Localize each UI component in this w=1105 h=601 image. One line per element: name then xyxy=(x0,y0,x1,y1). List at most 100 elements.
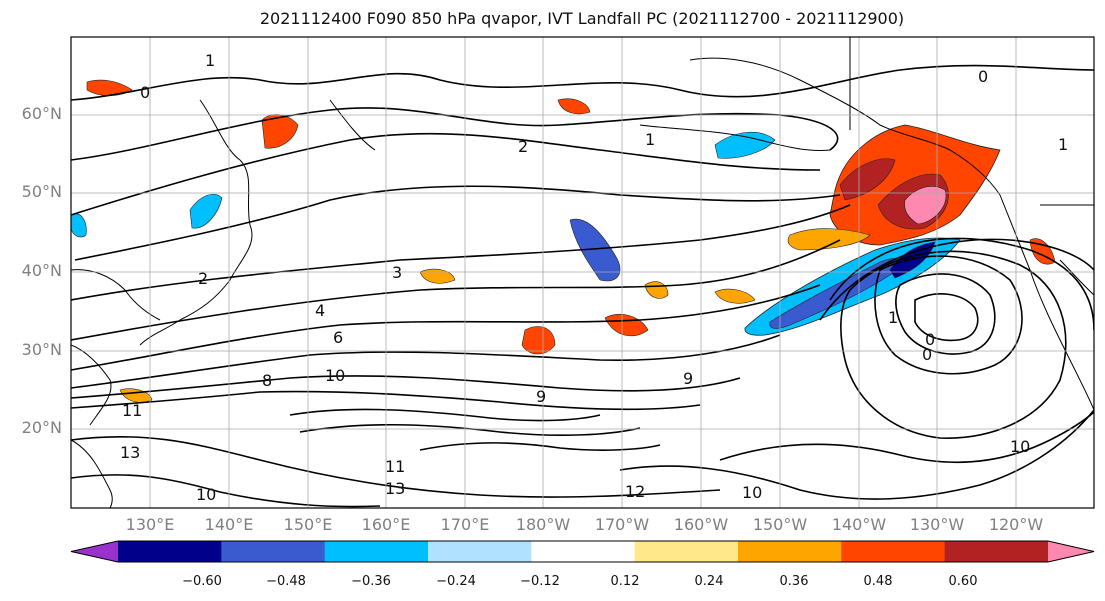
colorbar-outline xyxy=(70,540,1095,563)
lat-label-30n: 30°N xyxy=(21,340,62,359)
ivt-contour-line xyxy=(419,442,661,451)
contour-label-layer: 1 0 1 2 1 0 2 3 4 6 8 10 11 9 9 11 13 12… xyxy=(120,51,1068,504)
contour-label: 4 xyxy=(315,301,325,320)
ivt-contour-line xyxy=(619,409,1094,500)
colorbar-segment xyxy=(531,541,636,562)
ivt-contour-line xyxy=(71,334,781,389)
contour-label: 9 xyxy=(536,387,546,406)
contour-label: 1 xyxy=(205,51,215,70)
coastline xyxy=(71,439,113,508)
colorbar-segment xyxy=(118,541,222,562)
contour-label: 9 xyxy=(683,369,693,388)
contour-label: 10 xyxy=(325,366,345,385)
contour-label: 1 xyxy=(1058,135,1068,154)
lon-label: 170°W xyxy=(594,515,650,534)
contour-label: 3 xyxy=(392,263,402,282)
coastline xyxy=(999,194,1094,411)
map-frame xyxy=(70,36,1095,509)
contour-label: 10 xyxy=(742,483,762,502)
lat-label-60n: 60°N xyxy=(21,104,62,123)
colorbar-segment xyxy=(71,541,118,562)
graticule xyxy=(71,37,1094,508)
ivt-contour-line xyxy=(874,255,1023,375)
colorbar-segment xyxy=(324,541,429,562)
positive-anomaly-patch xyxy=(714,288,756,304)
positive-anomaly-patch xyxy=(787,228,871,251)
ivt-contour-line xyxy=(829,237,1094,331)
positive-anomaly-patch xyxy=(521,326,556,355)
positive-anomaly-patch xyxy=(86,79,133,96)
colorbar-tick-label: 0.24 xyxy=(694,574,724,589)
colorbar-tick-label: 0.36 xyxy=(779,574,809,589)
contour-label: 12 xyxy=(625,482,645,501)
contour-label: 0 xyxy=(140,83,150,102)
contour-label: 0 xyxy=(978,67,988,86)
contour-label: 13 xyxy=(120,443,140,462)
lon-label: 170°E xyxy=(440,515,490,534)
contour-label: 1 xyxy=(645,130,655,149)
colorbar-segment xyxy=(221,541,326,562)
ivt-contour-line xyxy=(71,204,851,301)
lon-label: 160°W xyxy=(673,515,729,534)
ivt-contour-line xyxy=(74,185,841,261)
colorbar-tick-label: 0.48 xyxy=(863,574,893,589)
contour-label: 2 xyxy=(198,269,208,288)
coastline xyxy=(71,344,112,426)
ivt-contour-line xyxy=(71,107,839,161)
colorbar-tick-label: −0.24 xyxy=(436,574,476,589)
colorbar-segment xyxy=(841,541,946,562)
coastline xyxy=(139,99,253,346)
colorbar-tick-label: 0.60 xyxy=(948,574,978,589)
colorbar-segment xyxy=(1048,541,1094,562)
ivt-contour-line xyxy=(289,408,601,422)
colorbar-segment xyxy=(428,541,532,562)
ivt-contour-line xyxy=(299,423,641,436)
colorbar-tick-label: −0.36 xyxy=(351,574,391,589)
contour-label: 13 xyxy=(385,479,405,498)
lon-label: 160°E xyxy=(361,515,411,534)
positive-anomaly-patch xyxy=(557,98,591,115)
coastline xyxy=(1059,259,1094,296)
ivt-contour-line xyxy=(914,293,979,342)
coastline xyxy=(689,57,1001,196)
lon-label: 140°W xyxy=(831,515,887,534)
colorbar-segment xyxy=(944,541,1049,562)
ivt-contour-line xyxy=(895,273,996,355)
colorbar-tick-label: −0.48 xyxy=(266,574,306,589)
contour-label: 2 xyxy=(518,137,528,156)
contour-label: 11 xyxy=(122,401,142,420)
lon-label: 140°E xyxy=(204,515,254,534)
lat-label-50n: 50°N xyxy=(21,182,62,201)
ivt-contour-line xyxy=(819,238,1094,321)
colorbar-tick-label: −0.12 xyxy=(520,574,560,589)
lon-label: 130°E xyxy=(125,515,175,534)
lat-label-40n: 40°N xyxy=(21,261,62,280)
contour-label: 0 xyxy=(922,345,932,364)
ivt-contour-line xyxy=(71,390,701,411)
coastline xyxy=(639,124,831,151)
ivt-contour-line xyxy=(71,375,741,399)
negative-anomaly-patch xyxy=(714,131,776,159)
negative-anomaly-patch xyxy=(569,218,621,282)
ivt-contour-line xyxy=(71,64,1094,101)
map-title: 2021112400 F090 850 hPa qvapor, IVT Land… xyxy=(259,9,905,28)
negative-anomaly-patch xyxy=(189,194,223,229)
colorbar-tick-label: −0.60 xyxy=(182,574,222,589)
lon-label: 150°E xyxy=(283,515,333,534)
contour-label: 10 xyxy=(1010,437,1030,456)
ivt-contour-line xyxy=(71,435,721,498)
lon-label: 180°W xyxy=(515,515,571,534)
contour-label: 0 xyxy=(925,330,935,349)
lon-label: 150°W xyxy=(752,515,808,534)
lon-label: 120°W xyxy=(988,515,1044,534)
contour-label: 11 xyxy=(385,457,405,476)
colorbar-segment xyxy=(634,541,739,562)
positive-anomaly-patch xyxy=(904,186,947,225)
contour-label: 6 xyxy=(333,328,343,347)
ivt-contour-line xyxy=(71,239,841,341)
ivt-contour-line xyxy=(840,250,1067,439)
colorbar-tick-label: 0.12 xyxy=(610,574,640,589)
contour-label: 10 xyxy=(196,485,216,504)
lon-label: 130°W xyxy=(909,515,965,534)
